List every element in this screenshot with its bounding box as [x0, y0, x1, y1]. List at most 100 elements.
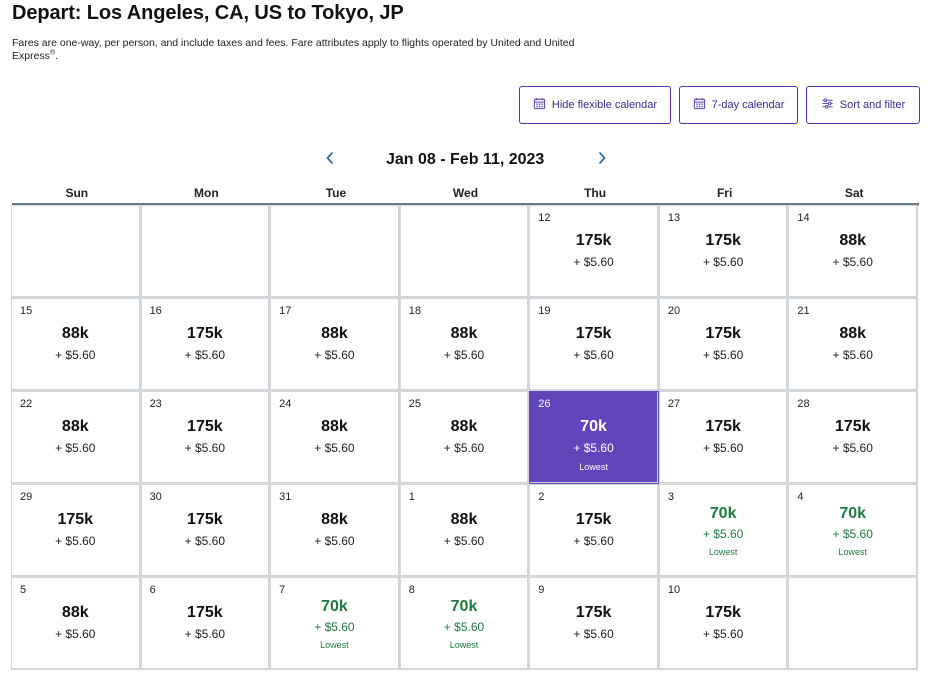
day-cell[interactable]: 10 175k + $5.60 — [659, 578, 788, 669]
day-number: 6 — [149, 584, 156, 596]
day-cell[interactable]: 25 88k + $5.60 — [400, 392, 529, 483]
next-range-button[interactable] — [592, 150, 612, 170]
taxes-fees: + $5.60 — [702, 348, 744, 362]
day-number: 19 — [538, 305, 551, 317]
day-cell[interactable]: 5 88k + $5.60 — [12, 578, 140, 669]
selected-day-cell[interactable]: 26 70k + $5.60 Lowest — [530, 392, 658, 483]
taxes-fees: + $5.60 — [702, 255, 744, 269]
day-cell[interactable]: 15 88k + $5.60 — [12, 299, 140, 390]
miles-price: 175k — [575, 232, 612, 249]
day-number: 5 — [20, 584, 27, 596]
miles-price: 70k — [450, 598, 478, 615]
day-number: 10 — [667, 584, 681, 596]
day-number: 28 — [797, 398, 810, 410]
miles-price: 70k — [839, 505, 867, 522]
miles-price: 175k — [187, 325, 223, 342]
miles-price: 88k — [61, 604, 89, 621]
sort-and-filter-button[interactable]: Sort and filter — [806, 86, 920, 124]
day-number: 31 — [279, 491, 292, 503]
registered-mark: ® — [49, 49, 56, 57]
lowest-fare-label: Lowest — [320, 640, 349, 650]
day-cell[interactable]: 2 175k + $5.60 — [530, 485, 658, 576]
day-cell[interactable]: 4 70k + $5.60 Lowest — [789, 485, 917, 576]
taxes-fees: + $5.60 — [314, 620, 355, 634]
day-cell[interactable]: 30 175k + $5.60 — [141, 485, 270, 576]
day-number: 26 — [538, 398, 551, 410]
day-number: 30 — [149, 491, 162, 503]
miles-price: 70k — [580, 418, 607, 435]
day-number: 15 — [20, 305, 33, 317]
weekday-label: Mon — [194, 186, 219, 200]
miles-price: 175k — [705, 232, 741, 249]
taxes-fees: + $5.60 — [443, 534, 485, 548]
day-cell[interactable]: 31 88k + $5.60 — [271, 485, 399, 576]
weekday-label: Tue — [325, 186, 347, 200]
taxes-fees: + $5.60 — [832, 527, 873, 541]
taxes-fees: + $5.60 — [573, 627, 614, 641]
miles-price: 88k — [61, 325, 89, 342]
taxes-fees: + $5.60 — [573, 348, 614, 362]
page-title: Depart: Los Angeles, CA, US to Tokyo, JP — [12, 2, 404, 24]
day-cell[interactable]: 9 175k + $5.60 — [530, 578, 658, 669]
day-cell[interactable]: 8 70k + $5.60 Lowest — [400, 578, 529, 669]
day-cell[interactable]: 29 175k + $5.60 — [12, 485, 140, 576]
taxes-fees: + $5.60 — [443, 620, 485, 634]
day-number: 18 — [408, 305, 421, 317]
day-number: 16 — [149, 305, 162, 317]
day-cell[interactable]: 6 175k + $5.60 — [141, 578, 270, 669]
date-range-label: Jan 08 - Feb 11, 2023 — [386, 151, 545, 168]
day-cell[interactable]: 18 88k + $5.60 — [400, 299, 529, 390]
day-cell[interactable]: 19 175k + $5.60 — [530, 299, 658, 390]
day-number: 21 — [797, 305, 810, 317]
taxes-fees: + $5.60 — [184, 627, 226, 641]
day-number: 27 — [667, 398, 681, 410]
day-cell[interactable]: 17 88k + $5.60 — [271, 299, 399, 390]
chevron-right-icon — [597, 151, 607, 170]
day-cell[interactable]: 28 175k + $5.60 — [789, 392, 917, 483]
day-cell[interactable]: 27 175k + $5.60 — [659, 392, 788, 483]
day-cell[interactable]: 22 88k + $5.60 — [12, 392, 140, 483]
previous-range-button[interactable] — [320, 150, 340, 170]
miles-price: 88k — [839, 232, 867, 249]
sliders-icon — [821, 97, 834, 113]
taxes-fees: + $5.60 — [55, 627, 96, 641]
taxes-fees: + $5.60 — [184, 534, 226, 548]
weekday-label: Fri — [716, 186, 733, 200]
day-cell[interactable]: 3 70k + $5.60 Lowest — [659, 485, 788, 576]
calendar-icon — [693, 97, 706, 113]
day-number: 2 — [538, 491, 545, 503]
miles-price: 175k — [187, 604, 223, 621]
seven-day-calendar-button[interactable]: 7-day calendar — [679, 86, 798, 124]
miles-price: 88k — [839, 325, 867, 342]
day-number: 24 — [279, 398, 292, 410]
day-cell[interactable]: 24 88k + $5.60 — [271, 392, 399, 483]
miles-price: 88k — [321, 511, 348, 528]
weekday-label: Sat — [844, 186, 864, 200]
day-number: 20 — [667, 305, 681, 317]
taxes-fees: + $5.60 — [702, 627, 744, 641]
day-cell[interactable]: 7 70k + $5.60 Lowest — [271, 578, 399, 669]
day-cell[interactable]: 23 175k + $5.60 — [141, 392, 270, 483]
day-cell[interactable]: 21 88k + $5.60 — [789, 299, 917, 390]
day-cell[interactable]: 14 88k + $5.60 — [789, 206, 917, 297]
day-cell[interactable]: 13 175k + $5.60 — [659, 206, 788, 297]
day-number: 23 — [149, 398, 162, 410]
taxes-fees: + $5.60 — [832, 441, 873, 455]
hide-flexible-calendar-button[interactable]: Hide flexible calendar — [519, 86, 671, 124]
miles-price: 88k — [61, 418, 89, 435]
taxes-fees: + $5.60 — [573, 255, 614, 269]
day-cell[interactable]: 12 175k + $5.60 — [530, 206, 658, 297]
taxes-fees: + $5.60 — [184, 348, 226, 362]
sort-and-filter-label: Sort and filter — [839, 99, 906, 111]
miles-price: 175k — [575, 511, 612, 528]
taxes-fees: + $5.60 — [573, 534, 614, 548]
calendar-icon — [533, 97, 546, 113]
day-cell[interactable]: 20 175k + $5.60 — [659, 299, 788, 390]
day-number: 29 — [20, 491, 33, 503]
taxes-fees: + $5.60 — [314, 441, 355, 455]
day-cell[interactable]: 16 175k + $5.60 — [141, 299, 270, 390]
day-cell[interactable]: 1 88k + $5.60 — [400, 485, 529, 576]
miles-price: 88k — [450, 325, 478, 342]
weekday-header: Sun Mon Tue Wed Thu Fri Sat — [12, 186, 919, 204]
fare-disclaimer: Fares are one-way, per person, and inclu… — [12, 37, 612, 63]
